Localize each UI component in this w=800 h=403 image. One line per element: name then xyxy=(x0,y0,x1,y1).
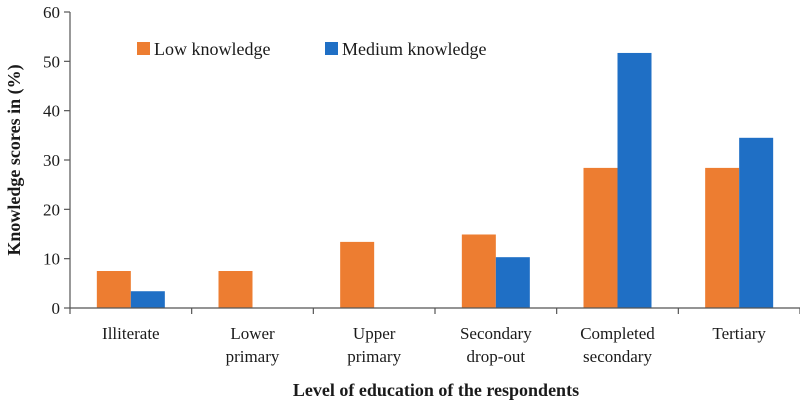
y-tick-label: 60 xyxy=(43,3,60,22)
y-tick-label: 20 xyxy=(43,200,60,219)
legend: Low knowledge Medium knowledge xyxy=(137,39,486,59)
bar-low-knowledge xyxy=(340,241,375,308)
x-category-label: Illiterate xyxy=(102,324,160,343)
legend-swatch xyxy=(137,42,150,55)
x-category-label: Completed xyxy=(580,324,655,343)
bar-low-knowledge xyxy=(705,167,740,308)
bars-group xyxy=(96,52,774,308)
y-axis-title: Knowledge scores in (%) xyxy=(4,64,25,255)
y-tick-label: 10 xyxy=(43,250,60,269)
bar-low-knowledge xyxy=(461,234,496,308)
x-ticks-group xyxy=(69,308,800,314)
x-category-label: drop-out xyxy=(467,347,526,366)
x-axis-title: Level of education of the respondents xyxy=(293,380,579,400)
bar-medium-knowledge xyxy=(495,257,530,308)
x-category-label: primary xyxy=(226,347,280,366)
bar-medium-knowledge xyxy=(617,52,652,308)
x-category-label: Secondary xyxy=(460,324,532,343)
x-category-label: primary xyxy=(347,347,401,366)
legend-label: Medium knowledge xyxy=(342,39,486,59)
bar-low-knowledge xyxy=(583,167,618,308)
x-category-label: Upper xyxy=(353,324,396,343)
y-tick-label: 50 xyxy=(43,52,60,71)
category-labels-group: Illiterate Lower primary Upper primary Second… xyxy=(102,324,766,366)
legend-swatch xyxy=(325,42,338,55)
x-category-label: Tertiary xyxy=(712,324,766,343)
bar-low-knowledge xyxy=(218,271,253,308)
bar-medium-knowledge xyxy=(739,137,774,308)
x-category-label: secondary xyxy=(583,347,652,366)
y-tick-label: 30 xyxy=(43,151,60,170)
legend-label: Low knowledge xyxy=(154,39,270,59)
y-tick-label: 40 xyxy=(43,102,60,121)
y-ticks-group: 0 10 20 30 40 50 60 xyxy=(43,3,70,318)
bar-medium-knowledge xyxy=(130,291,165,308)
y-tick-label: 0 xyxy=(52,299,61,318)
bar-low-knowledge xyxy=(96,271,131,308)
x-category-label: Lower xyxy=(230,324,275,343)
